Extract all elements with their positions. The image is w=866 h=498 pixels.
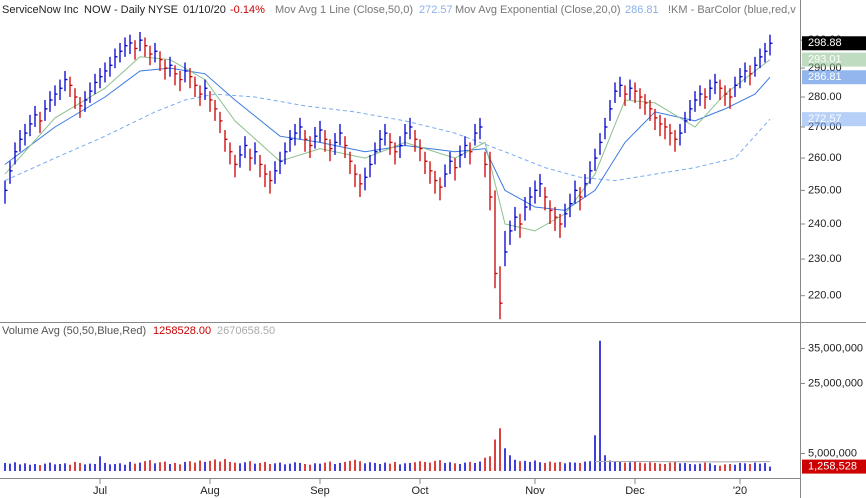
last-volume-box — [802, 459, 866, 474]
x-tick-label: '20 — [733, 485, 747, 497]
y-tick-label: 240.00 — [808, 218, 842, 230]
x-tick-label: Oct — [411, 485, 428, 497]
y-tick-label: 5,000,000 — [808, 447, 857, 459]
last-price-box — [802, 36, 866, 51]
last-value-box — [802, 70, 866, 85]
x-tick-label: Aug — [200, 485, 220, 497]
y-tick-label: 260.00 — [808, 152, 842, 164]
change: -0.14% — [230, 4, 265, 16]
last-value-label: 286.81 — [808, 71, 842, 83]
legend-value: 272.57 — [419, 4, 453, 16]
indicator: !KM - BarColor (blue,red,v — [668, 4, 796, 16]
exchange: NYSE — [148, 4, 178, 16]
last-value-box — [802, 52, 866, 67]
last-value-box — [802, 112, 866, 127]
last-value-label: 272.57 — [808, 113, 842, 125]
y-tick-label: 270.00 — [808, 121, 842, 133]
legend-label: Mov Avg Exponential (Close,20,0) — [455, 4, 621, 16]
y-tick-label: 35,000,000 — [808, 342, 863, 354]
x-tick-label: Sep — [310, 485, 330, 497]
last-price-label: 298.88 — [808, 37, 842, 49]
y-tick-label: 250.00 — [808, 184, 842, 196]
moving-average-line — [4, 93, 771, 182]
chart-title: ServiceNow Inc — [2, 4, 79, 16]
y-tick-label: 220.00 — [808, 290, 842, 302]
volume-title: Volume Avg (50,50,Blue,Red) — [2, 325, 146, 337]
last-value-label: 293.01 — [808, 54, 842, 66]
x-tick-label: Jul — [93, 485, 107, 497]
x-tick-label: Dec — [625, 485, 645, 497]
y-tick-label: 25,000,000 — [808, 377, 863, 389]
legend-value: 286.81 — [625, 4, 659, 16]
volume-long-avg-value: 2670658.50 — [217, 325, 275, 337]
y-tick-label: 230.00 — [808, 253, 842, 265]
chart-subtitle: NOW - Daily — [84, 4, 146, 16]
volume-avg-value: 1258528.00 — [153, 325, 211, 337]
y-tick-label: 280.00 — [808, 91, 842, 103]
legend-label: Mov Avg 1 Line (Close,50,0) — [275, 4, 413, 16]
x-tick-label: Nov — [525, 485, 545, 497]
last-volume-label: 1,258,528 — [808, 460, 857, 472]
date: 01/10/20 — [183, 4, 226, 16]
